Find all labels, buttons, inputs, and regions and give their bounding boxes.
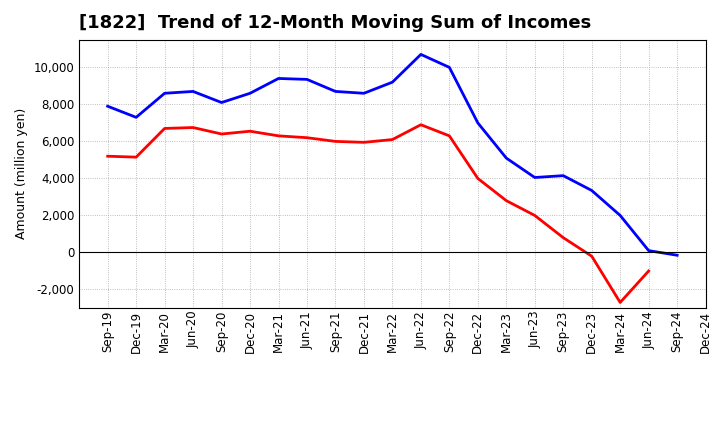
Net Income: [104, 154, 112, 159]
Ordinary Income: [217, 100, 226, 105]
Ordinary Income: [246, 91, 254, 96]
Ordinary Income: [161, 91, 169, 96]
Ordinary Income: [559, 173, 567, 178]
Net Income: [388, 137, 397, 142]
Net Income: [189, 125, 197, 130]
Ordinary Income: [359, 91, 368, 96]
Ordinary Income: [672, 253, 681, 258]
Net Income: [502, 198, 510, 203]
Ordinary Income: [417, 52, 426, 57]
Net Income: [474, 176, 482, 181]
Net Income: [359, 139, 368, 145]
Ordinary Income: [531, 175, 539, 180]
Ordinary Income: [388, 80, 397, 85]
Net Income: [616, 300, 624, 305]
Net Income: [302, 135, 311, 140]
Net Income: [161, 126, 169, 131]
Y-axis label: Amount (million yen): Amount (million yen): [15, 108, 28, 239]
Ordinary Income: [474, 120, 482, 125]
Ordinary Income: [445, 65, 454, 70]
Ordinary Income: [616, 213, 624, 218]
Ordinary Income: [644, 248, 653, 253]
Net Income: [417, 122, 426, 128]
Ordinary Income: [274, 76, 283, 81]
Ordinary Income: [104, 103, 112, 109]
Net Income: [559, 235, 567, 240]
Net Income: [588, 253, 596, 259]
Text: [1822]  Trend of 12-Month Moving Sum of Incomes: [1822] Trend of 12-Month Moving Sum of I…: [79, 15, 591, 33]
Ordinary Income: [132, 115, 140, 120]
Net Income: [331, 139, 340, 144]
Ordinary Income: [331, 89, 340, 94]
Net Income: [445, 133, 454, 139]
Net Income: [531, 213, 539, 218]
Ordinary Income: [189, 89, 197, 94]
Net Income: [274, 133, 283, 139]
Net Income: [644, 268, 653, 274]
Ordinary Income: [502, 155, 510, 161]
Line: Net Income: Net Income: [108, 125, 649, 302]
Net Income: [132, 154, 140, 160]
Net Income: [246, 128, 254, 134]
Ordinary Income: [302, 77, 311, 82]
Line: Ordinary Income: Ordinary Income: [108, 55, 677, 255]
Ordinary Income: [588, 188, 596, 193]
Net Income: [217, 132, 226, 137]
